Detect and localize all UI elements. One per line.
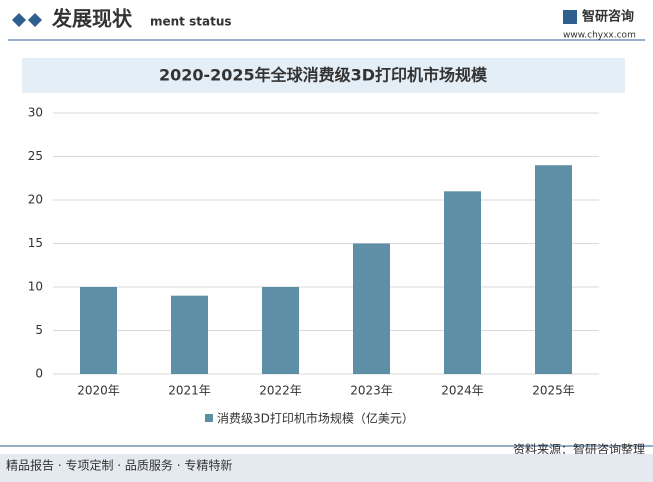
chart-title: 2020-2025年全球消费级3D打印机市场规模 xyxy=(159,66,488,85)
plot: 0 5 10 15 20 25 30 2020年 2021年 2022年 2023年 2024年 202… xyxy=(28,106,599,426)
brand-logo xyxy=(563,10,577,24)
y-tick-label: 30 xyxy=(28,106,43,120)
bar xyxy=(262,287,299,374)
y-tick-label: 25 xyxy=(28,149,43,163)
x-tick-label: 2024年 xyxy=(441,384,484,398)
x-tick-label: 2023年 xyxy=(350,384,393,398)
bar xyxy=(535,165,572,374)
header-ghost: ment status xyxy=(150,15,232,29)
y-tick-label: 15 xyxy=(28,236,43,250)
legend-label: 消费级3D打印机市场规模（亿美元） xyxy=(217,411,414,426)
y-tick-label: 5 xyxy=(35,323,43,337)
source: 资料来源：智研咨询整理 xyxy=(513,442,645,457)
bar xyxy=(80,287,117,374)
y-tick-label: 10 xyxy=(28,280,43,294)
header-title: 发展现状 xyxy=(51,7,133,31)
legend-swatch xyxy=(205,414,213,422)
title-bar xyxy=(22,58,625,93)
footer-band xyxy=(0,454,653,482)
bar xyxy=(171,295,208,374)
tagline: 精品报告 · 专项定制 · 品质服务 · 专精特新 xyxy=(6,458,232,473)
brand-url: www.chyxx.com xyxy=(563,31,636,41)
bar xyxy=(444,191,481,374)
y-tick-label: 0 xyxy=(35,367,43,381)
header-icon xyxy=(12,13,42,27)
x-tick-label: 2021年 xyxy=(168,384,211,398)
y-tick-label: 20 xyxy=(28,193,43,207)
x-tick-label: 2020年 xyxy=(77,384,120,398)
x-tick-label: 2025年 xyxy=(532,384,575,398)
x-tick-label: 2022年 xyxy=(259,384,302,398)
bar xyxy=(353,243,390,374)
brand-name: 智研咨询 xyxy=(582,9,634,25)
